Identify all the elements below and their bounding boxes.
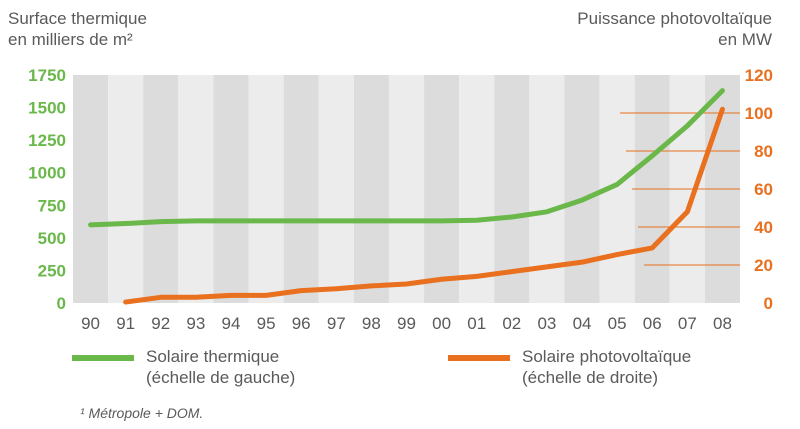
grid-band [73,75,109,303]
x-tick-label: 00 [432,314,451,333]
y-left-tick-label: 1250 [28,131,66,150]
grid-band [353,75,389,303]
x-tick-label: 03 [537,314,556,333]
x-tick-label: 94 [222,314,241,333]
x-tick-label: 08 [713,314,732,333]
left-axis-title-line1: Surface thermique [8,9,147,28]
y-right-tick-label: 60 [754,180,773,199]
x-tick-label: 95 [257,314,276,333]
grid-band [248,75,284,303]
legend-text-pv: Solaire photovoltaïque (échelle de droit… [522,346,691,388]
legend-label-pv: Solaire photovoltaïque [522,347,692,366]
right-axis-title-line1: Puissance photovoltaïque [577,9,772,28]
x-tick-label: 92 [151,314,170,333]
grid-band [213,75,249,303]
y-right-tick-label: 40 [754,218,773,237]
grid-band [283,75,319,303]
x-tick-label: 90 [81,314,100,333]
y-left-tick-label: 750 [38,196,66,215]
y-left-tick-label: 1000 [28,164,66,183]
y-right-tick-label: 100 [745,104,773,123]
y-left-tick-label: 500 [38,229,66,248]
x-tick-label: 98 [362,314,381,333]
grid-band [143,75,179,303]
grid-band [459,75,495,303]
x-tick-label: 01 [467,314,486,333]
grid-band [564,75,600,303]
x-tick-label: 99 [397,314,416,333]
x-tick-label: 02 [502,314,521,333]
y-left-tick-label: 1500 [28,99,66,118]
grid-band [494,75,530,303]
left-axis-title-line2: en milliers de m² [8,30,133,49]
grid-band [388,75,425,303]
y-right-tick-label: 120 [745,66,773,85]
chart-svg: 0250500750100012501500175002040608010012… [28,66,773,333]
legend-sublabel-pv: (échelle de droite) [522,368,659,387]
grid-band [424,75,460,303]
legend-text-thermal: Solaire thermique (échelle de gauche) [146,346,295,388]
y-right-tick-label: 20 [754,256,773,275]
x-tick-label: 97 [327,314,346,333]
x-tick-label: 05 [608,314,627,333]
x-tick-label: 91 [116,314,135,333]
series-line-thermal [88,88,725,228]
right-axis-title-line2: en MW [718,30,772,49]
legend-swatch-pv [448,355,510,361]
footnote: ¹ Métropole + DOM. [80,405,204,421]
y-left-tick-label: 250 [38,261,66,280]
x-tick-label: 04 [573,314,592,333]
x-tick-label: 96 [292,314,311,333]
legend-label-thermal: Solaire thermique [146,347,280,366]
legend-swatch-thermal [72,355,134,361]
series-line-pv [123,106,725,305]
grid-band [108,75,144,303]
grid-band [178,75,214,303]
legend-item-thermal: Solaire thermique (échelle de gauche) [72,346,295,388]
right-axis-title: Puissance photovoltaïque en MW [577,8,772,50]
grid-band [318,75,354,303]
legend-sublabel-thermal: (échelle de gauche) [146,368,296,387]
left-axis-title: Surface thermique en milliers de m² [8,8,147,50]
y-left-tick-label: 1750 [28,66,66,85]
y-right-tick-label: 80 [754,142,773,161]
x-tick-label: 93 [186,314,205,333]
legend-item-pv: Solaire photovoltaïque (échelle de droit… [448,346,691,388]
y-right-tick-label: 0 [764,294,773,313]
y-left-tick-label: 0 [57,294,66,313]
x-tick-label: 06 [643,314,662,333]
x-tick-label: 07 [678,314,697,333]
